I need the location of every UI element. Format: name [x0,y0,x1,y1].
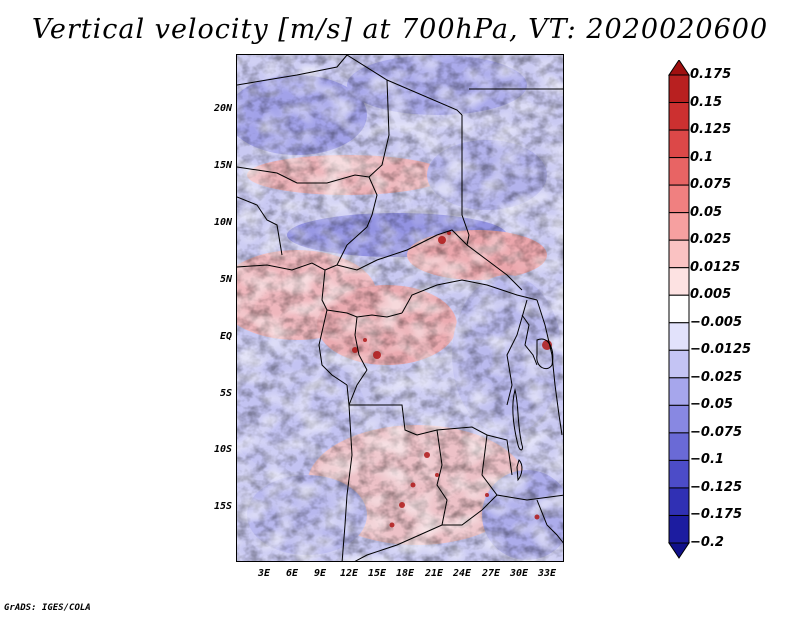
lon-label-18e: 18E [395,568,415,579]
colorbar-level-label: 0.0125 [690,259,741,275]
colorbar-segment [668,60,690,76]
colorbar-level-label: −0.175 [690,507,743,523]
colorbar-segment [668,377,690,406]
lat-label-15n: 15N [213,160,232,171]
colorbar-level-label: 0.05 [690,204,723,220]
lon-label-3e: 3E [257,568,271,579]
lat-label-20n: 20N [213,103,232,114]
map-title: Vertical velocity [m/s] at 700hPa, VT: 2… [31,14,769,45]
colorbar-segment [668,514,690,544]
lon-label-21e: 21E [424,568,444,579]
colorbar-segment [668,184,690,214]
colorbar-level-label: −0.025 [690,369,743,385]
colorbar-level-label: 0.1 [690,149,714,165]
colorbar-segment [668,404,690,434]
colorbar-segment [668,102,690,131]
lat-label-5s: 5S [219,388,232,399]
colorbar-level-label: 0.125 [690,122,732,138]
lat-label-15s: 15S [213,501,232,512]
velocity-field [237,55,563,561]
lon-label-27e: 27E [481,568,501,579]
colorbar-level-label: 0.075 [690,177,732,193]
colorbar-segment [668,542,690,559]
colorbar-level-label: 0.025 [690,232,732,248]
colorbar-level-label: −0.1 [690,452,724,468]
colorbar-level-label: −0.005 [690,314,743,330]
colorbar-segment [668,349,690,379]
colorbar-level-label: −0.075 [690,424,743,440]
software-credit: GrADS: IGES/COLA [4,603,91,613]
lon-label-15e: 15E [367,568,387,579]
colorbar-segment [668,74,690,104]
lat-label-10n: 10N [213,217,232,228]
colorbar-segment [668,459,690,489]
colorbar-segment [668,294,690,324]
lon-label-24e: 24E [452,568,472,579]
map-plot-area [236,54,564,562]
lat-label-5n: 5N [219,274,232,285]
lon-label-9e: 9E [313,568,327,579]
colorbar-segment [668,239,690,269]
lon-label-12e: 12E [339,568,359,579]
colorbar-segment [668,212,690,241]
lat-label-10s: 10S [213,444,232,455]
colorbar [668,60,690,559]
colorbar-segment [668,322,690,351]
colorbar-level-label: 0.175 [690,67,732,82]
colorbar-level-label: 0.005 [690,287,732,303]
colorbar-level-label: −0.125 [690,479,743,495]
colorbar-level-label: −0.2 [690,535,724,550]
colorbar-segment [668,267,690,296]
lat-label-eq: EQ [219,331,232,342]
lon-label-6e: 6E [285,568,299,579]
colorbar-level-label: 0.15 [690,94,723,110]
lon-label-30e: 30E [509,568,529,579]
colorbar-segment [668,432,690,461]
colorbar-level-label: −0.05 [690,397,733,413]
colorbar-segment [668,129,690,159]
lon-label-33e: 33E [537,568,557,579]
colorbar-segment [668,157,690,186]
colorbar-segment [668,487,690,516]
colorbar-level-label: −0.0125 [690,342,752,358]
